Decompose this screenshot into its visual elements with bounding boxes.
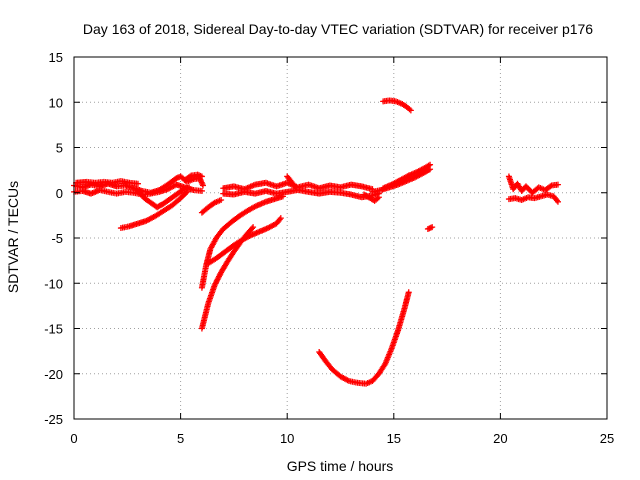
data-point <box>199 182 206 189</box>
data-point <box>182 189 189 196</box>
data-point <box>134 180 141 187</box>
x-tick-label: 5 <box>177 431 184 446</box>
y-axis-label: SDTVAR / TECUs <box>5 181 21 293</box>
data-point <box>407 107 414 114</box>
grid-lines <box>74 57 607 419</box>
x-tick-label: 0 <box>70 431 77 446</box>
data-point <box>547 183 554 190</box>
y-tick-label: 10 <box>49 95 63 110</box>
data-point <box>186 173 193 180</box>
y-tick-label: 5 <box>56 141 63 156</box>
data-point <box>183 188 190 195</box>
x-tick-label: 25 <box>600 431 614 446</box>
y-tick-label: -10 <box>44 276 63 291</box>
data-point <box>250 224 257 231</box>
data-point <box>249 225 256 232</box>
x-tick-label: 15 <box>387 431 401 446</box>
chart-title: Day 163 of 2018, Sidereal Day-to-day VTE… <box>83 21 593 37</box>
x-axis-label: GPS time / hours <box>287 458 394 474</box>
y-tick-labels: -25 -20 -15 -10 -5 0 5 10 15 <box>44 50 63 427</box>
y-tick-label: -5 <box>51 231 63 246</box>
tick-marks <box>73 56 608 420</box>
data-point <box>292 184 299 191</box>
x-tick-label: 20 <box>493 431 507 446</box>
x-tick-labels: 0 5 10 15 20 25 <box>70 431 614 446</box>
data-points <box>71 97 561 387</box>
plot-frame <box>73 56 608 420</box>
data-point <box>405 289 412 296</box>
data-point <box>427 161 434 168</box>
data-point <box>429 224 436 231</box>
data-point <box>218 196 225 203</box>
y-tick-label: -25 <box>44 412 63 427</box>
y-tick-label: -20 <box>44 367 63 382</box>
data-point <box>198 187 205 194</box>
data-point <box>554 181 561 188</box>
data-point <box>375 194 382 201</box>
y-tick-label: 15 <box>49 50 63 65</box>
y-tick-label: 0 <box>56 186 63 201</box>
data-point <box>554 198 561 205</box>
data-point <box>186 184 193 191</box>
data-point <box>277 215 284 222</box>
data-point <box>198 173 205 180</box>
x-tick-label: 10 <box>280 431 294 446</box>
y-tick-label: -15 <box>44 322 63 337</box>
